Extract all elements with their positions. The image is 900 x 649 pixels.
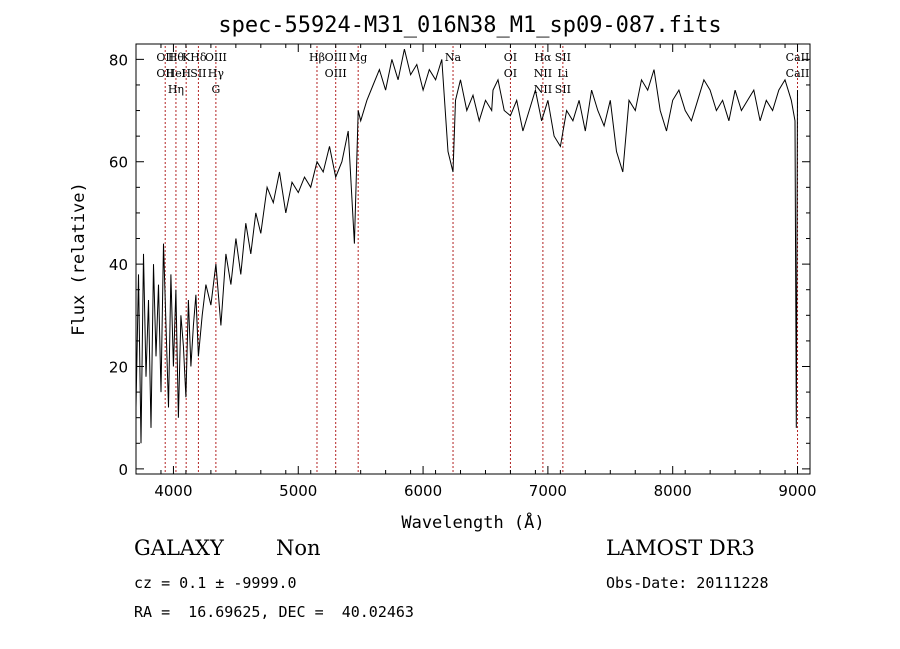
x-axis-label: Wavelength (Å) [401,511,544,533]
line-label-9-1: OI [504,67,517,80]
y-tick-label-1: 20 [109,359,128,377]
object-subclass: Non [276,536,321,560]
line-label-6-0: OIII [325,51,347,64]
line-label-12-1: CaII [786,67,810,80]
survey-name: LAMOST DR3 [606,536,755,560]
line-label-12-0: CaII [786,51,810,64]
line-label-10-2: NII [534,83,552,96]
x-tick-label-0: 4000 [154,482,192,500]
line-label-1-2: Hη [168,83,184,96]
x-tick-label-4: 8000 [654,482,692,500]
y-tick-label-3: 60 [109,154,128,172]
line-label-11-0: SII [555,51,571,64]
x-tick-label-5: 9000 [778,482,816,500]
line-label-3-1: SII [190,67,206,80]
line-label-7-0: Mg [349,51,367,64]
y-tick-label-2: 40 [109,256,128,274]
line-label-1-0: Hθ [168,51,185,64]
line-label-1-1: HeI [166,67,186,80]
line-label-11-2: SII [555,83,571,96]
line-label-3-0: Hδ [190,51,207,64]
redshift-readout: cz = 0.1 ± -9999.0 [134,574,297,592]
line-label-4-0: OIII [205,51,227,64]
chart-title: spec-55924-M31_016N38_M1_sp09-087.fits [218,13,721,38]
line-label-5-0: Hβ [309,51,325,64]
line-label-4-2: G [211,83,220,96]
obs-date: Obs-Date: 20111228 [606,574,769,592]
line-label-2-1: H [181,67,191,80]
y-axis-label: Flux (relative) [69,182,89,336]
spectral-line-markers [164,46,799,474]
x-tick-label-1: 5000 [279,482,317,500]
x-tick-label-2: 6000 [404,482,442,500]
object-class: GALAXY [134,536,224,560]
flux-series-line [135,48,798,444]
line-label-8-0: Na [445,51,462,64]
line-label-11-1: Li [557,67,568,80]
line-label-0-1: OII [156,67,174,80]
plot-frame [135,43,811,475]
x-tick-label-3: 7000 [529,482,567,500]
coordinates-readout: RA = 16.69625, DEC = 40.02463 [134,603,414,621]
axis-ticks: 4000 5000 6000 7000 8000 9000 0 20 40 60 80 [109,44,817,500]
y-tick-label-0: 0 [118,461,128,479]
y-tick-label-4: 80 [109,51,128,69]
line-label-0-0: OII [156,51,174,64]
line-label-9-0: OI [504,51,517,64]
line-label-2-0: K [182,51,191,64]
line-label-6-1: OIII [325,67,347,80]
spectrum-chart: spec-55924-M31_016N38_M1_sp09-087.fits O… [69,13,817,533]
line-label-10-1: NII [534,67,552,80]
line-label-4-1: Hγ [208,67,225,80]
line-label-10-0: Hα [534,51,552,64]
